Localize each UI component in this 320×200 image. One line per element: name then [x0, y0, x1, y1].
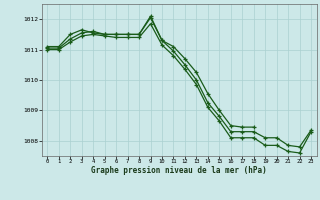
X-axis label: Graphe pression niveau de la mer (hPa): Graphe pression niveau de la mer (hPa)	[91, 166, 267, 175]
